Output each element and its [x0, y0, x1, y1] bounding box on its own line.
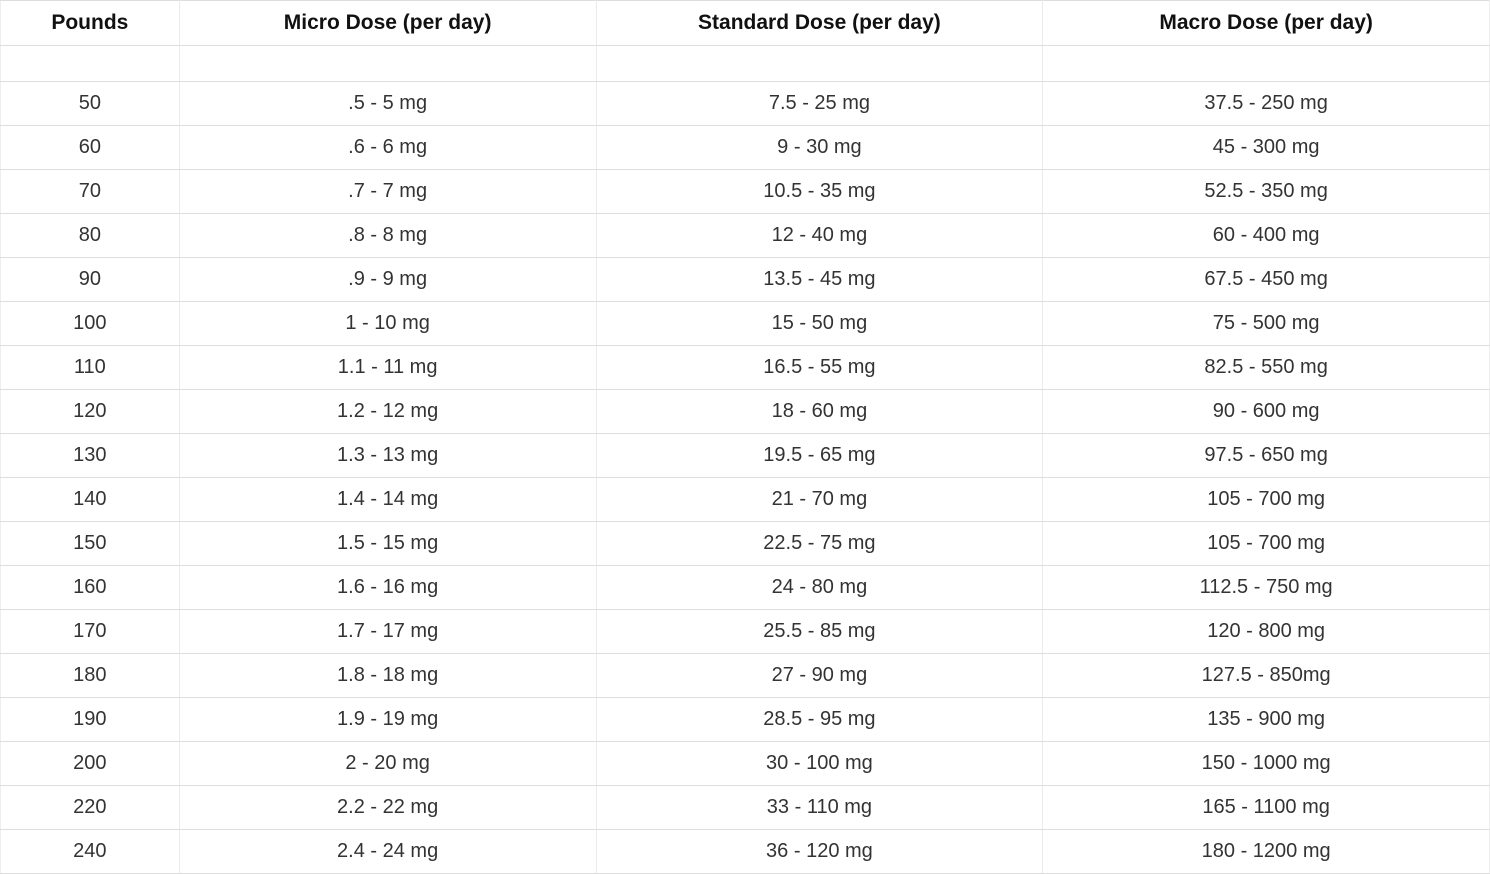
cell-micro: .8 - 8 mg — [179, 214, 596, 258]
cell-pounds: 100 — [1, 302, 180, 346]
cell-macro: 97.5 - 650 mg — [1043, 434, 1490, 478]
cell-standard: 16.5 - 55 mg — [596, 346, 1043, 390]
cell-micro: 2.2 - 22 mg — [179, 786, 596, 830]
cell-micro: 1 - 10 mg — [179, 302, 596, 346]
table-row: 80 .8 - 8 mg 12 - 40 mg 60 - 400 mg — [1, 214, 1490, 258]
cell-micro: 1.7 - 17 mg — [179, 610, 596, 654]
cell-micro: .6 - 6 mg — [179, 126, 596, 170]
cell-macro: 37.5 - 250 mg — [1043, 82, 1490, 126]
cell-standard: 13.5 - 45 mg — [596, 258, 1043, 302]
cell-macro: 165 - 1100 mg — [1043, 786, 1490, 830]
cell-pounds: 60 — [1, 126, 180, 170]
cell-standard: 24 - 80 mg — [596, 566, 1043, 610]
cell-standard: 15 - 50 mg — [596, 302, 1043, 346]
cell-pounds: 50 — [1, 82, 180, 126]
table-row: 180 1.8 - 18 mg 27 - 90 mg 127.5 - 850mg — [1, 654, 1490, 698]
cell-standard: 10.5 - 35 mg — [596, 170, 1043, 214]
cell-macro: 135 - 900 mg — [1043, 698, 1490, 742]
cell-standard: 25.5 - 85 mg — [596, 610, 1043, 654]
table-row: 190 1.9 - 19 mg 28.5 - 95 mg 135 - 900 m… — [1, 698, 1490, 742]
cell-standard: 27 - 90 mg — [596, 654, 1043, 698]
cell-macro: 67.5 - 450 mg — [1043, 258, 1490, 302]
cell-macro: 112.5 - 750 mg — [1043, 566, 1490, 610]
table-row: 160 1.6 - 16 mg 24 - 80 mg 112.5 - 750 m… — [1, 566, 1490, 610]
cell-standard: 30 - 100 mg — [596, 742, 1043, 786]
cell-macro: 82.5 - 550 mg — [1043, 346, 1490, 390]
spacer-cell — [1043, 46, 1490, 82]
cell-pounds: 140 — [1, 478, 180, 522]
cell-pounds: 70 — [1, 170, 180, 214]
cell-micro: 1.2 - 12 mg — [179, 390, 596, 434]
cell-micro: 1.8 - 18 mg — [179, 654, 596, 698]
col-header-macro: Macro Dose (per day) — [1043, 1, 1490, 46]
cell-standard: 12 - 40 mg — [596, 214, 1043, 258]
cell-micro: 1.9 - 19 mg — [179, 698, 596, 742]
spacer-cell — [1, 46, 180, 82]
cell-micro: 1.5 - 15 mg — [179, 522, 596, 566]
cell-pounds: 90 — [1, 258, 180, 302]
cell-macro: 60 - 400 mg — [1043, 214, 1490, 258]
col-header-micro: Micro Dose (per day) — [179, 1, 596, 46]
dose-table: Pounds Micro Dose (per day) Standard Dos… — [0, 0, 1490, 874]
cell-standard: 7.5 - 25 mg — [596, 82, 1043, 126]
cell-standard: 9 - 30 mg — [596, 126, 1043, 170]
cell-micro: 2 - 20 mg — [179, 742, 596, 786]
table-row: 60 .6 - 6 mg 9 - 30 mg 45 - 300 mg — [1, 126, 1490, 170]
spacer-cell — [596, 46, 1043, 82]
cell-pounds: 220 — [1, 786, 180, 830]
spacer-row — [1, 46, 1490, 82]
cell-standard: 33 - 110 mg — [596, 786, 1043, 830]
cell-pounds: 180 — [1, 654, 180, 698]
col-header-standard: Standard Dose (per day) — [596, 1, 1043, 46]
cell-micro: .5 - 5 mg — [179, 82, 596, 126]
cell-macro: 45 - 300 mg — [1043, 126, 1490, 170]
table-row: 140 1.4 - 14 mg 21 - 70 mg 105 - 700 mg — [1, 478, 1490, 522]
cell-standard: 22.5 - 75 mg — [596, 522, 1043, 566]
table-row: 110 1.1 - 11 mg 16.5 - 55 mg 82.5 - 550 … — [1, 346, 1490, 390]
table-row: 200 2 - 20 mg 30 - 100 mg 150 - 1000 mg — [1, 742, 1490, 786]
cell-pounds: 110 — [1, 346, 180, 390]
cell-standard: 19.5 - 65 mg — [596, 434, 1043, 478]
page-root: Pounds Micro Dose (per day) Standard Dos… — [0, 0, 1490, 874]
cell-pounds: 200 — [1, 742, 180, 786]
table-row: 70 .7 - 7 mg 10.5 - 35 mg 52.5 - 350 mg — [1, 170, 1490, 214]
table-header: Pounds Micro Dose (per day) Standard Dos… — [1, 1, 1490, 46]
cell-micro: 1.1 - 11 mg — [179, 346, 596, 390]
cell-pounds: 80 — [1, 214, 180, 258]
cell-macro: 52.5 - 350 mg — [1043, 170, 1490, 214]
cell-micro: .7 - 7 mg — [179, 170, 596, 214]
cell-macro: 90 - 600 mg — [1043, 390, 1490, 434]
cell-macro: 127.5 - 850mg — [1043, 654, 1490, 698]
table-row: 120 1.2 - 12 mg 18 - 60 mg 90 - 600 mg — [1, 390, 1490, 434]
table-row: 220 2.2 - 22 mg 33 - 110 mg 165 - 1100 m… — [1, 786, 1490, 830]
table-row: 170 1.7 - 17 mg 25.5 - 85 mg 120 - 800 m… — [1, 610, 1490, 654]
cell-macro: 105 - 700 mg — [1043, 522, 1490, 566]
table-row: 90 .9 - 9 mg 13.5 - 45 mg 67.5 - 450 mg — [1, 258, 1490, 302]
cell-macro: 120 - 800 mg — [1043, 610, 1490, 654]
table-row: 150 1.5 - 15 mg 22.5 - 75 mg 105 - 700 m… — [1, 522, 1490, 566]
table-row: 130 1.3 - 13 mg 19.5 - 65 mg 97.5 - 650 … — [1, 434, 1490, 478]
spacer-cell — [179, 46, 596, 82]
table-row: 50 .5 - 5 mg 7.5 - 25 mg 37.5 - 250 mg — [1, 82, 1490, 126]
cell-macro: 105 - 700 mg — [1043, 478, 1490, 522]
table-row: 100 1 - 10 mg 15 - 50 mg 75 - 500 mg — [1, 302, 1490, 346]
col-header-pounds: Pounds — [1, 1, 180, 46]
cell-micro: 1.4 - 14 mg — [179, 478, 596, 522]
cell-pounds: 190 — [1, 698, 180, 742]
table-body: 50 .5 - 5 mg 7.5 - 25 mg 37.5 - 250 mg 6… — [1, 46, 1490, 874]
cell-micro: 1.6 - 16 mg — [179, 566, 596, 610]
cell-pounds: 120 — [1, 390, 180, 434]
cell-standard: 28.5 - 95 mg — [596, 698, 1043, 742]
cell-standard: 18 - 60 mg — [596, 390, 1043, 434]
header-row: Pounds Micro Dose (per day) Standard Dos… — [1, 1, 1490, 46]
cell-micro: 1.3 - 13 mg — [179, 434, 596, 478]
cell-pounds: 160 — [1, 566, 180, 610]
cell-macro: 75 - 500 mg — [1043, 302, 1490, 346]
cell-micro: .9 - 9 mg — [179, 258, 596, 302]
cell-pounds: 170 — [1, 610, 180, 654]
cell-pounds: 130 — [1, 434, 180, 478]
cell-standard: 21 - 70 mg — [596, 478, 1043, 522]
cell-macro: 150 - 1000 mg — [1043, 742, 1490, 786]
cell-pounds: 150 — [1, 522, 180, 566]
